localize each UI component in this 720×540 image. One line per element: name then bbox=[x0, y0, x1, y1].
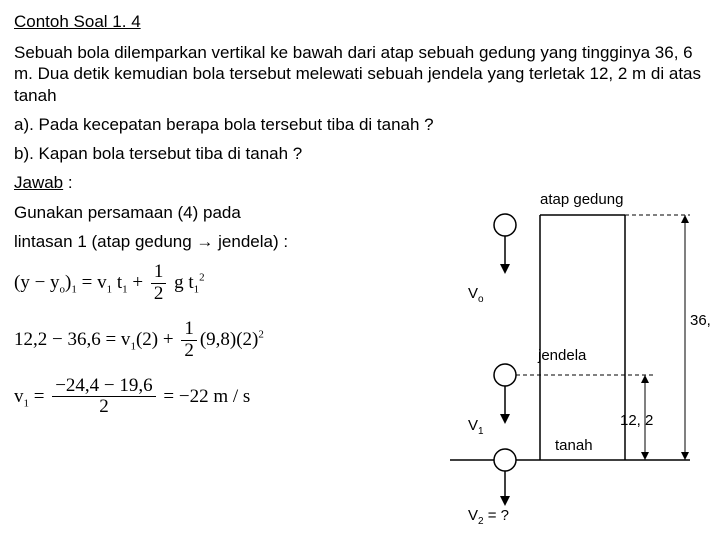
v2-label: V2 = ? bbox=[468, 507, 509, 527]
vo-label: Vo bbox=[468, 285, 484, 305]
v1-label: V1 bbox=[468, 417, 484, 437]
window-label: jendela bbox=[537, 347, 587, 364]
jawab-label: Jawab bbox=[14, 173, 63, 192]
equation-3: v1 = −24,4 − 19,62 = −22 m / s bbox=[14, 376, 434, 419]
use-equation: Gunakan persamaan (4) pada bbox=[14, 202, 434, 223]
problem-text: Sebuah bola dilemparkan vertikal ke bawa… bbox=[14, 42, 706, 106]
equation-2: 12,2 − 36,6 = v1(2) + 12(9,8)(2)2 bbox=[14, 319, 434, 362]
trajectory-1: lintasan 1 (atap gedung → jendela) : bbox=[14, 231, 434, 252]
physics-diagram: atap gedung Vo jendela V1 V2 = ? tanah 3… bbox=[430, 190, 710, 530]
ball-window-icon bbox=[494, 364, 516, 386]
ball-roof-icon bbox=[494, 214, 516, 236]
question-b: b). Kapan bola tersebut tiba di tanah ? bbox=[14, 143, 434, 164]
roof-label: atap gedung bbox=[540, 191, 623, 208]
page-title: Contoh Soal 1. 4 bbox=[14, 12, 706, 32]
question-a: a). Pada kecepatan berapa bola tersebut … bbox=[14, 114, 706, 135]
ground-label: tanah bbox=[555, 437, 593, 454]
ball-ground-icon bbox=[494, 449, 516, 471]
height-window-label: 12, 2 bbox=[620, 412, 653, 429]
equation-1: (y − yo)1 = v1 t1 + 12 g t12 bbox=[14, 262, 434, 305]
height-total-label: 36, 6 bbox=[690, 312, 710, 329]
